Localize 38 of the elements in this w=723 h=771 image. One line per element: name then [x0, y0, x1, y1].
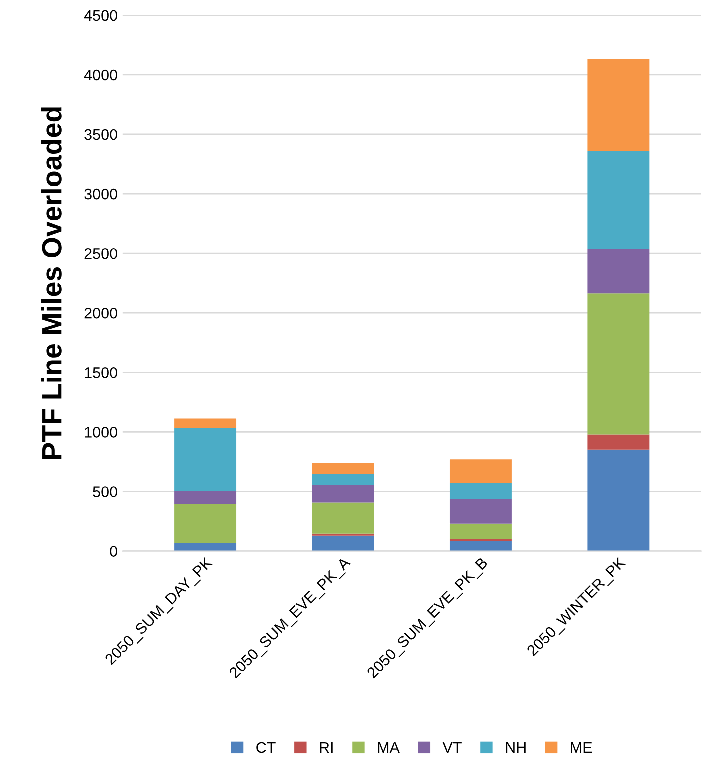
bar	[312, 485, 374, 503]
bar	[312, 502, 374, 534]
legend-label: MA	[378, 742, 400, 753]
y-tick-label: 3000	[84, 188, 118, 200]
bar	[174, 491, 237, 504]
bar	[450, 483, 512, 500]
bar	[312, 536, 374, 552]
y-tick-label: 1000	[85, 427, 118, 438]
y-axis-title: PTF Line Miles Overloaded	[42, 108, 62, 459]
bar	[588, 151, 650, 250]
legend-label: ME	[571, 742, 592, 753]
bar	[588, 59, 650, 152]
bar	[174, 418, 237, 428]
y-tick-label: 1500	[85, 368, 118, 378]
bar	[174, 544, 237, 552]
bar	[588, 249, 650, 294]
bar	[450, 460, 512, 484]
bar	[174, 428, 237, 492]
legend-label: NH	[506, 742, 526, 753]
y-tick-label: 3500	[84, 129, 118, 140]
legend-label: CT	[256, 742, 276, 754]
y-tick-label: 4000	[84, 70, 118, 81]
y-tick-label: 2500	[84, 248, 118, 260]
y-tick-label: 0	[110, 546, 118, 557]
legend-label: RI	[320, 742, 333, 753]
bar	[174, 504, 237, 544]
legend-label: VT	[442, 742, 462, 753]
bar	[588, 294, 650, 435]
bar	[450, 499, 512, 524]
bar	[312, 474, 374, 486]
bar	[450, 541, 512, 552]
bar	[312, 463, 374, 474]
y-tick-label: 2000	[84, 308, 118, 319]
y-tick-label: 4500	[84, 10, 118, 22]
bar	[588, 434, 650, 450]
bar	[588, 450, 650, 552]
bar	[450, 524, 512, 540]
y-tick-label: 500	[93, 486, 118, 498]
